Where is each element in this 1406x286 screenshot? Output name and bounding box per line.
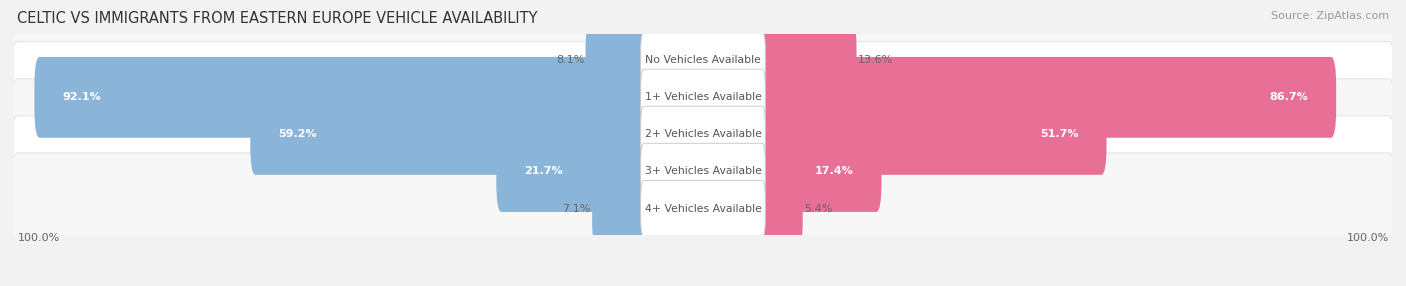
FancyBboxPatch shape [756,57,1336,138]
Text: 59.2%: 59.2% [278,130,318,139]
FancyBboxPatch shape [11,153,1395,264]
Text: 5.4%: 5.4% [804,204,832,214]
FancyBboxPatch shape [11,5,1395,116]
Text: 4+ Vehicles Available: 4+ Vehicles Available [644,204,762,214]
Text: No Vehicles Available: No Vehicles Available [645,55,761,65]
Text: 1+ Vehicles Available: 1+ Vehicles Available [644,92,762,102]
FancyBboxPatch shape [641,180,765,237]
Text: 51.7%: 51.7% [1040,130,1078,139]
FancyBboxPatch shape [641,69,765,126]
FancyBboxPatch shape [756,20,856,101]
FancyBboxPatch shape [641,32,765,88]
Text: 21.7%: 21.7% [524,166,564,176]
Text: 8.1%: 8.1% [555,55,585,65]
FancyBboxPatch shape [11,79,1395,190]
Text: 92.1%: 92.1% [63,92,101,102]
FancyBboxPatch shape [756,131,882,212]
Text: 7.1%: 7.1% [562,204,591,214]
Text: CELTIC VS IMMIGRANTS FROM EASTERN EUROPE VEHICLE AVAILABILITY: CELTIC VS IMMIGRANTS FROM EASTERN EUROPE… [17,11,537,26]
Text: 3+ Vehicles Available: 3+ Vehicles Available [644,166,762,176]
FancyBboxPatch shape [592,168,650,249]
FancyBboxPatch shape [641,106,765,163]
FancyBboxPatch shape [585,20,650,101]
FancyBboxPatch shape [496,131,650,212]
FancyBboxPatch shape [756,94,1107,175]
FancyBboxPatch shape [641,143,765,200]
Text: 13.6%: 13.6% [858,55,893,65]
Text: 86.7%: 86.7% [1270,92,1308,102]
FancyBboxPatch shape [756,168,803,249]
FancyBboxPatch shape [11,42,1395,153]
Text: 100.0%: 100.0% [17,233,59,243]
Text: Source: ZipAtlas.com: Source: ZipAtlas.com [1271,11,1389,21]
FancyBboxPatch shape [11,116,1395,227]
Text: 100.0%: 100.0% [1347,233,1389,243]
FancyBboxPatch shape [34,57,650,138]
Text: 2+ Vehicles Available: 2+ Vehicles Available [644,130,762,139]
Text: 17.4%: 17.4% [814,166,853,176]
FancyBboxPatch shape [250,94,650,175]
